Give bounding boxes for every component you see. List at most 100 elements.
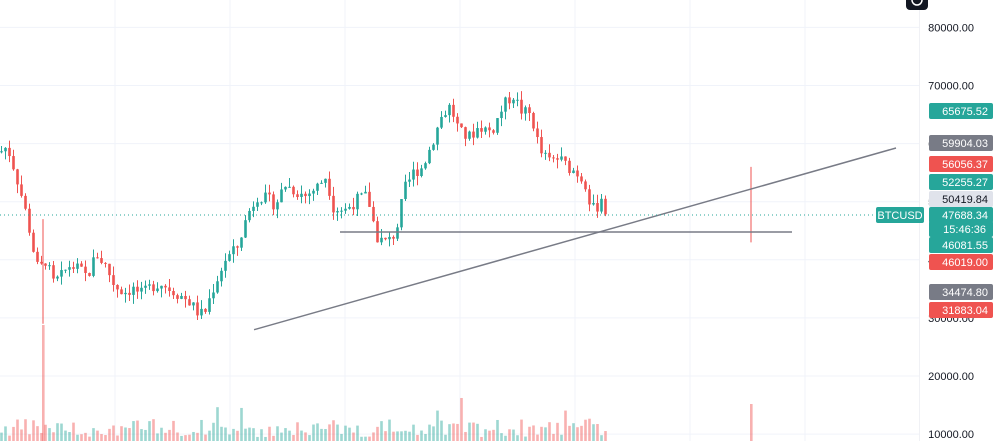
candle-body (272, 194, 275, 210)
volume-bar (128, 428, 131, 441)
volume-bar (384, 431, 387, 441)
candle-body (104, 262, 107, 264)
candle-body (552, 157, 555, 159)
volume-bar (232, 428, 235, 441)
volume-bar (0, 432, 3, 441)
candle-body (276, 202, 279, 210)
volume-bar (500, 433, 503, 441)
candle-body (28, 208, 31, 233)
volume-bar (8, 435, 11, 441)
volume-bar (100, 434, 103, 441)
candle-body (324, 178, 327, 183)
volume-bar (592, 424, 595, 441)
candle-body (484, 127, 487, 132)
price-badge (929, 103, 993, 119)
candle-body (580, 176, 583, 182)
volume-bar (132, 421, 135, 441)
volume-bar (292, 434, 295, 441)
volume-bars (0, 325, 753, 441)
candle-body (492, 130, 495, 133)
volume-bar (564, 410, 567, 441)
volume-bar (42, 325, 45, 441)
volume-bar (248, 427, 251, 441)
price-badge (929, 237, 993, 253)
volume-bar (556, 422, 559, 441)
volume-bar (544, 427, 547, 441)
candle-body (216, 281, 219, 293)
volume-bar (548, 422, 551, 441)
candle-body (212, 292, 215, 299)
candle-body (480, 128, 483, 132)
volume-bar (540, 426, 543, 441)
volume-bar (496, 419, 499, 441)
volume-bar (4, 426, 7, 441)
volume-bar (604, 431, 607, 441)
candle-body (192, 302, 195, 306)
candle-body (132, 286, 135, 295)
volume-bar (172, 420, 175, 441)
trendline[interactable] (253, 147, 897, 331)
candle-body (236, 246, 239, 248)
volume-bar (420, 430, 423, 441)
drawn-lines[interactable] (0, 147, 919, 331)
candle-body (596, 203, 599, 212)
candle-body (4, 147, 7, 152)
candle-body (24, 195, 27, 209)
candle-body (248, 210, 251, 221)
volume-bar (308, 435, 311, 441)
volume-bar (120, 426, 123, 441)
volume-bar (332, 420, 335, 441)
volume-bar (200, 419, 203, 441)
candle-body (384, 237, 387, 240)
candle-body (508, 97, 511, 104)
candle-body (524, 107, 527, 114)
volume-bar (412, 424, 415, 441)
candle-body (224, 260, 227, 271)
candle-body (164, 285, 167, 288)
volume-bar (212, 422, 215, 441)
volume-bar (324, 429, 327, 441)
volume-bar (580, 425, 583, 441)
candle-body (292, 186, 295, 195)
volume-bar (240, 407, 243, 441)
volume-bar (552, 433, 555, 441)
candle-body (196, 302, 199, 316)
volume-bar (180, 435, 183, 441)
candle-body (456, 116, 459, 124)
candle-body (316, 183, 319, 191)
candle-body (460, 123, 463, 128)
candle-body (588, 189, 591, 205)
volume-bar (152, 419, 155, 441)
volume-bar (344, 425, 347, 441)
volume-bar (196, 432, 199, 441)
axis-tick-label: 80000.00 (928, 22, 974, 34)
volume-bar (176, 432, 179, 441)
volume-bar (76, 434, 79, 441)
candle-body (520, 99, 523, 114)
candle-body (204, 308, 207, 312)
volume-bar (328, 424, 331, 441)
price-badge-label: 52255.27 (942, 177, 988, 189)
candle-body (260, 202, 263, 204)
volume-bar (504, 435, 507, 441)
volume-bar (588, 418, 591, 441)
volume-bar (560, 434, 563, 441)
price-badge-label: 59904.03 (942, 138, 988, 150)
price-badge (929, 156, 993, 172)
candle-body (532, 112, 535, 129)
volume-bar (408, 431, 411, 441)
volume-bar (568, 425, 571, 441)
candle-body (604, 198, 607, 215)
candle-body (428, 149, 431, 164)
volume-bar (600, 435, 603, 441)
candle-body (544, 152, 547, 154)
volume-bar (96, 430, 99, 441)
candle-body (280, 189, 283, 203)
candle-body (256, 202, 259, 207)
candle-body (468, 131, 471, 139)
top-right-icon[interactable] (906, 0, 928, 10)
volume-bar (264, 436, 267, 441)
